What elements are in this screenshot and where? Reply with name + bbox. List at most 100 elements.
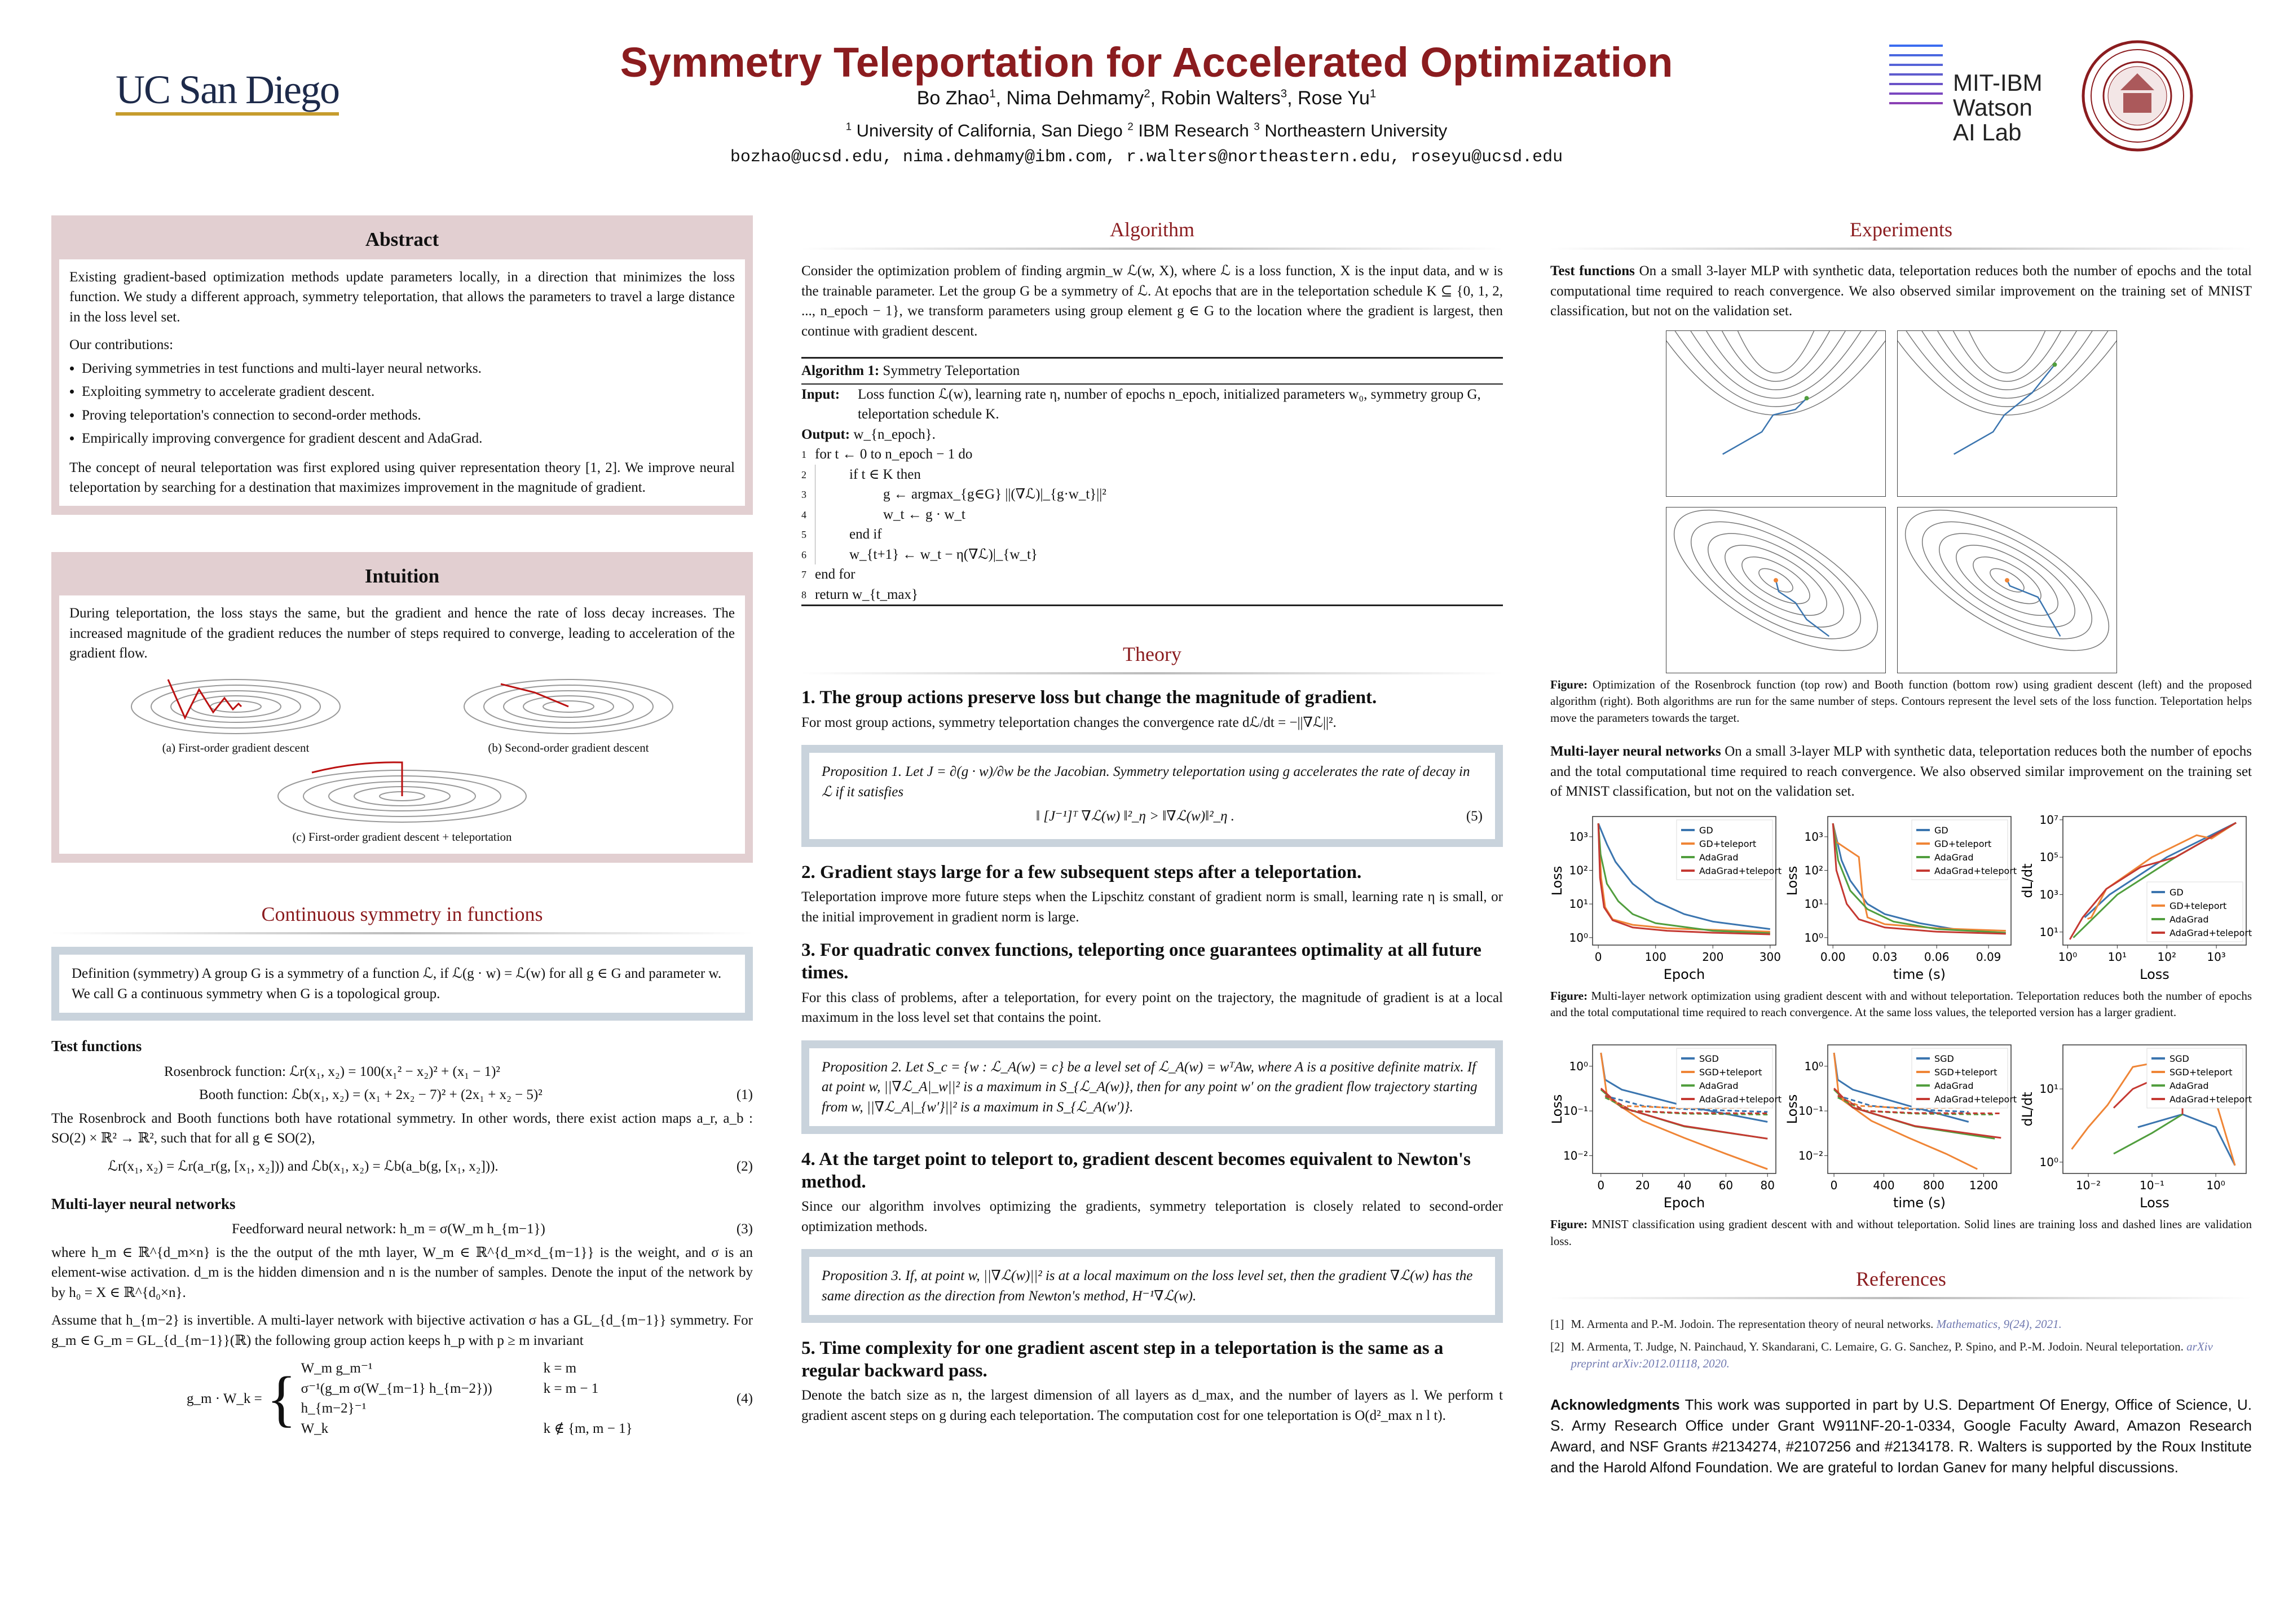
theory-heading-2: 2. Gradient stays large for a few subseq… xyxy=(801,862,1362,882)
legend-label: SGD+teleport xyxy=(1699,1067,1762,1078)
y-tick-label: 10⁰ xyxy=(1805,1060,1823,1073)
mnist-charts: 0 20 40 60 80 10⁻² 10⁻¹ 10⁰ Epoch Loss SGD SGD+tele… xyxy=(1550,1038,2252,1213)
author: Robin Walters3 xyxy=(1161,87,1287,109)
experiments-mlp-text: Multi-layer neural networks On a small 3… xyxy=(1550,744,2252,800)
reference-item: [2] M. Armenta, T. Judge, N. Painchaud, Y… xyxy=(1550,1339,2213,1370)
x-tick-label: 200 xyxy=(1702,950,1723,964)
series-line-gd xyxy=(1832,823,1955,930)
x-tick-label: 40 xyxy=(1677,1179,1691,1192)
x-tick-label: 300 xyxy=(1760,950,1781,964)
y-tick-label: 10⁻² xyxy=(1563,1149,1588,1163)
column-middle: Algorithm Consider the optimization prob… xyxy=(801,215,1503,1433)
acknowledgments: Acknowledgments This work was supported … xyxy=(1550,1396,2252,1476)
abstract-title: Abstract xyxy=(365,228,439,250)
theory-text-3: For this class of problems, after a tele… xyxy=(801,990,1503,1026)
series-line-adagrad-teleport-validation- xyxy=(1604,1095,1768,1115)
theory-text-2: Teleportation improve more future steps … xyxy=(801,889,1503,925)
mlp-text: where h_m ∈ ℝ^{d_m×n} is the the output … xyxy=(51,1245,753,1300)
algorithm-line: 1 for t ← 0 to n_epoch − 1 do xyxy=(801,447,973,462)
algorithm-line: 5 end if xyxy=(801,524,1503,545)
x-tick-label: 100 xyxy=(1645,950,1666,964)
legend-label: GD xyxy=(2169,887,2184,898)
series-line-adagrad xyxy=(1832,823,2006,934)
figure-teleportation: (c) First-order gradient descent + telep… xyxy=(272,757,532,846)
figure-first-order: (a) First-order gradient descent xyxy=(129,673,343,757)
booth-gd-plot xyxy=(1666,506,1886,673)
abstract-text-2: The concept of neural teleportation was … xyxy=(69,460,735,496)
x-tick-label: 0.06 xyxy=(1924,950,1950,964)
theory-heading-1: 1. The group actions preserve loss but c… xyxy=(801,687,1377,708)
legend-label: AdaGrad+teleport xyxy=(1934,1094,2017,1105)
definition-box: Definition (symmetry) A group G is a sym… xyxy=(51,947,753,1021)
legend-label: SGD xyxy=(2169,1053,2189,1064)
x-tick-label: 10¹ xyxy=(2108,950,2127,964)
x-tick-label: 400 xyxy=(1873,1179,1894,1192)
legend-label: SGD xyxy=(1699,1053,1719,1064)
x-tick-label: 1200 xyxy=(1969,1179,1998,1192)
rosenbrock-booth-figure xyxy=(1666,330,2252,673)
series-line-sgd-validation- xyxy=(1611,1097,1768,1113)
series-line-sgd-teleport xyxy=(1833,1053,1978,1170)
equation-2: ℒr(x₁, x₂) = ℒr(a_r(g, [x₁, x₂])) and ℒb… xyxy=(108,1158,753,1174)
northeastern-seal-icon xyxy=(2082,40,2193,152)
equation-rosenbrock: Rosenbrock function: ℒr(x₁, x₂) = 100(x₁… xyxy=(164,1063,500,1079)
series-line-adagrad-teleport xyxy=(1597,823,1770,935)
y-axis-label: Loss xyxy=(1550,866,1565,895)
ucsd-logo: UC San Diego xyxy=(116,67,340,116)
theory-heading-5: 5. Time complexity for one gradient asce… xyxy=(801,1338,1444,1381)
rosenbrock-teleport-plot xyxy=(1897,330,2117,497)
author: Rose Yu1 xyxy=(1298,87,1377,109)
author: Bo Zhao1 xyxy=(916,87,996,109)
experiments-test-text: Test functions On a small 3-layer MLP wi… xyxy=(1550,263,2252,319)
legend-label: AdaGrad+teleport xyxy=(1699,866,1782,876)
y-tick-label: 10⁻¹ xyxy=(1798,1104,1823,1118)
references-heading: References xyxy=(1550,1264,2252,1299)
legend-label: AdaGrad xyxy=(2169,1080,2209,1091)
intuition-box: Intuition During teleportation, the loss… xyxy=(51,551,753,863)
series-line-adagrad xyxy=(1597,823,1770,934)
legend: SGD SGD+teleport AdaGrad AdaGrad+teleport xyxy=(1911,1048,2017,1109)
chart-mnist-loss-vs-epoch: 0 20 40 60 80 10⁻² 10⁻¹ 10⁰ Epoch Loss SGD SGD+tele… xyxy=(1550,1044,1782,1211)
authors: Bo Zhao1, Nima Dehmamy2, Robin Walters3,… xyxy=(916,87,1377,109)
y-tick-label: 10¹ xyxy=(2040,1082,2058,1096)
equation-booth: Booth function: ℒb(x₁, x₂) = (x₁ + 2x₂ −… xyxy=(199,1087,753,1103)
column-right: Experiments Test functions On a small 3-… xyxy=(1550,215,2252,1486)
rosenbrock-gd-plot xyxy=(1666,330,1886,497)
theory-text-1: For most group actions, symmetry telepor… xyxy=(801,714,1337,730)
test-functions-heading: Test functions xyxy=(51,1038,142,1055)
y-tick-label: 10⁵ xyxy=(2040,850,2058,864)
teleport-contour-icon xyxy=(277,761,527,823)
y-axis-label: Loss xyxy=(1550,1095,1565,1124)
x-tick-label: 0 xyxy=(1831,1179,1838,1192)
theory-heading: Theory xyxy=(801,640,1503,675)
y-tick-label: 10⁻¹ xyxy=(1563,1104,1588,1118)
list-item: Empirically improving convergence for gr… xyxy=(82,429,735,449)
list-item: Deriving symmetries in test functions an… xyxy=(82,359,735,379)
series-line-sgd xyxy=(2137,1113,2236,1166)
y-axis-label: Loss xyxy=(1785,866,1800,895)
legend-label: GD+teleport xyxy=(1699,839,1756,849)
equation-3: Feedforward neural network: h_m = σ(W_m … xyxy=(232,1221,753,1237)
algorithm-line: 8 return w_{t_max} xyxy=(801,586,918,602)
column-left: Abstract Existing gradient-based optimiz… xyxy=(51,215,753,1442)
x-tick-label: 10⁻² xyxy=(2076,1179,2101,1192)
y-tick-label: 10⁰ xyxy=(2040,1155,2058,1169)
y-tick-label: 10⁷ xyxy=(2040,813,2058,826)
y-tick-label: 10⁻² xyxy=(1798,1149,1823,1163)
y-tick-label: 10³ xyxy=(1805,829,1823,843)
reference-item: [1] M. Armenta and P.-M. Jodoin. The repr… xyxy=(1550,1317,2062,1331)
series-line-adagrad-teleport xyxy=(1833,1088,2001,1139)
x-axis-label: Epoch xyxy=(1664,1195,1705,1211)
legend-label: SGD+teleport xyxy=(2169,1067,2232,1078)
y-axis-label: dL/dt xyxy=(2021,1092,2035,1127)
y-tick-label: 10³ xyxy=(1569,829,1588,843)
legend-label: GD xyxy=(1934,825,1948,836)
algorithm-block: Algorithm 1: Symmetry Teleportation Inpu… xyxy=(801,357,1503,607)
y-tick-label: 10² xyxy=(1569,863,1588,877)
y-tick-label: 10¹ xyxy=(1569,897,1588,911)
legend-label: AdaGrad+teleport xyxy=(1699,1094,1782,1105)
proposition-2-box: Proposition 2. Let S_c = {w : ℒ_A(w) = c… xyxy=(801,1040,1503,1135)
x-tick-label: 10⁰ xyxy=(2206,1179,2225,1192)
x-tick-label: 60 xyxy=(1719,1179,1733,1192)
